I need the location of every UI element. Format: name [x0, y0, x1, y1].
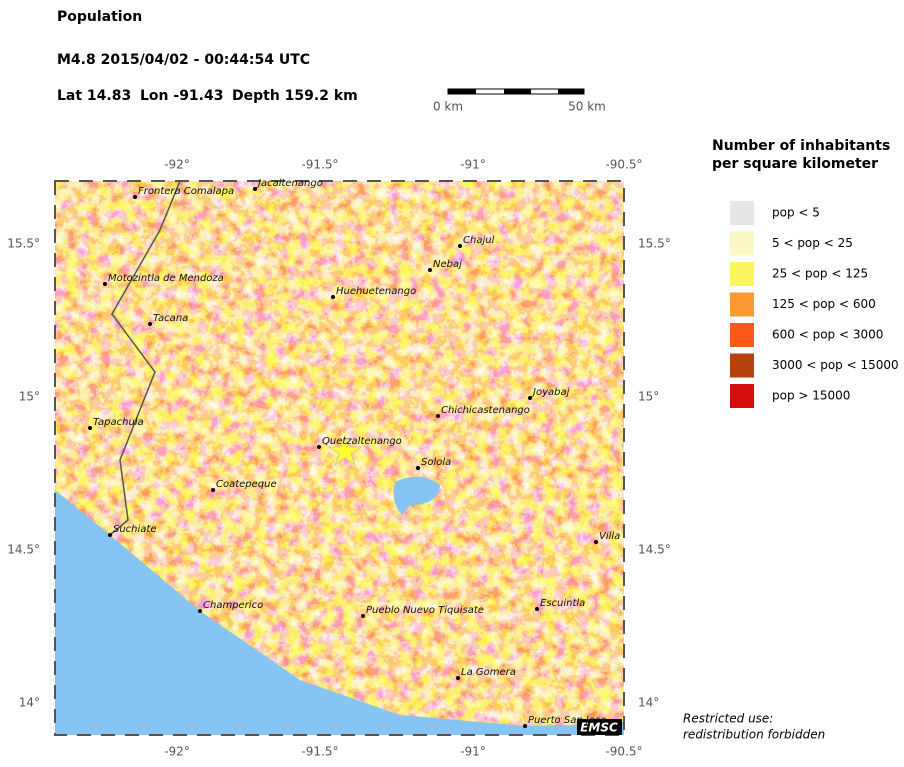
legend-label: 5 < pop < 25 — [772, 236, 853, 250]
event: M4.8 2015/04/02 - 00:44:54 UTC — [57, 52, 310, 68]
city-dot — [331, 295, 335, 299]
legend-title: Number of inhabitants — [712, 138, 890, 154]
legend-title: per square kilometer — [712, 156, 878, 172]
city-dot — [133, 195, 137, 199]
city-label: Motozintla de Mendoza — [108, 273, 224, 284]
legend-swatch — [730, 292, 754, 317]
city-label: Huehuetenango — [336, 286, 416, 297]
city-dot — [456, 676, 460, 680]
legend-swatch — [730, 323, 754, 347]
city-label: Villa — [599, 531, 620, 542]
city-label: Quetzaltenango — [322, 436, 402, 447]
legend-swatch — [730, 201, 754, 225]
lat-label: 15° — [19, 390, 40, 404]
city-dot — [594, 540, 598, 544]
legend-swatch — [730, 262, 754, 286]
city-dot — [253, 187, 257, 191]
scale-end: 50 km — [568, 100, 606, 114]
city-label: Chajul — [463, 235, 495, 246]
legend-swatch — [730, 231, 754, 256]
legend-label: pop < 5 — [772, 206, 820, 220]
lat-label: 15° — [638, 390, 659, 404]
legend-label: 125 < pop < 600 — [772, 297, 876, 311]
city-dot — [103, 282, 107, 286]
footer: redistribution forbidden — [683, 728, 825, 742]
lat: Lat 14.83 — [57, 88, 131, 104]
city-label: Puerto San Jose — [528, 715, 606, 726]
epicenter — [327, 434, 363, 467]
legend-label: 25 < pop < 125 — [772, 267, 868, 281]
lon-label: -90.5° — [605, 745, 642, 759]
city-label: Escuintla — [540, 598, 585, 609]
city-label: Champerico — [203, 600, 263, 611]
city-label: Joyabaj — [531, 387, 570, 398]
lat-label: 14° — [19, 696, 40, 710]
scale-bar — [447, 88, 585, 95]
city-dot — [317, 445, 321, 449]
badge-bg — [577, 719, 622, 735]
city-label: Tacana — [153, 313, 188, 324]
depth: Depth 159.2 km — [232, 88, 358, 104]
city-label: Chichicastenango — [441, 405, 530, 416]
city-label: Pueblo Nuevo Tiquisate — [366, 605, 484, 616]
city-dot — [361, 614, 365, 618]
lon-label: -92° — [164, 745, 190, 759]
city-label: La Gomera — [461, 667, 516, 678]
lat-label: 14° — [638, 696, 659, 710]
lon-label: -91° — [460, 745, 486, 759]
lon-label: -92° — [164, 158, 190, 172]
lon-label: -91.5° — [301, 745, 338, 759]
footer: Restricted use: — [683, 712, 773, 726]
legend-label: 3000 < pop < 15000 — [772, 358, 899, 372]
lat-label: 14.5° — [638, 543, 671, 557]
city-dot — [198, 609, 202, 613]
legend-swatch — [730, 353, 754, 378]
city-label: Jacaltenango — [256, 178, 323, 189]
city-label: Coatepeque — [216, 479, 277, 490]
map-frame — [54, 180, 625, 736]
badge: EMSC — [580, 721, 618, 735]
city-dot — [458, 244, 462, 248]
city-dot — [416, 466, 420, 470]
lon-label: -91° — [460, 158, 486, 172]
city-dot — [428, 268, 432, 272]
city-dot — [436, 414, 440, 418]
lat-label: 15.5° — [7, 237, 40, 251]
lon: Lon -91.43 — [140, 88, 223, 104]
title: Population — [57, 9, 142, 25]
legend-label: 600 < pop < 3000 — [772, 328, 883, 342]
city-dot — [211, 488, 215, 492]
legend-label: pop > 15000 — [772, 389, 850, 403]
city-label: Solola — [421, 457, 451, 468]
lon-label: -91.5° — [301, 158, 338, 172]
legend-swatch — [730, 384, 754, 408]
city-label: Tapachula — [93, 417, 144, 428]
city-label: Suchiate — [113, 524, 157, 535]
city-dot — [535, 607, 539, 611]
city-label: Nebaj — [433, 259, 462, 270]
city-dot — [148, 322, 152, 326]
scale-start: 0 km — [433, 100, 463, 114]
lat-label: 15.5° — [638, 237, 671, 251]
city-dot — [528, 396, 532, 400]
city-dot — [108, 533, 112, 537]
city-dot — [523, 724, 527, 728]
city-dot — [88, 426, 92, 430]
lon-label: -90.5° — [605, 158, 642, 172]
city-label: Frontera Comalapa — [138, 186, 234, 197]
lat-label: 14.5° — [7, 543, 40, 557]
